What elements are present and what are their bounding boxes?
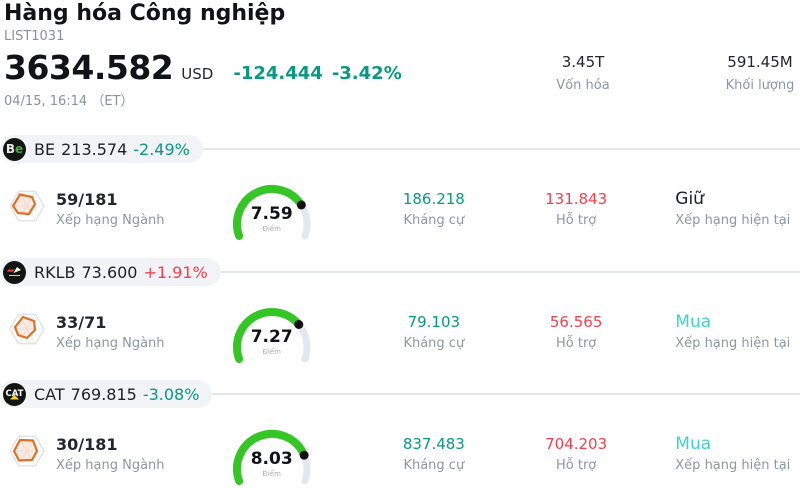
rating-label: Xếp hạng hiện tại bbox=[675, 213, 791, 228]
index-price: 3634.582 bbox=[4, 48, 174, 87]
volume-label: Khối lượng bbox=[725, 78, 795, 93]
industry-rank-label: Xếp hạng Ngành bbox=[56, 213, 165, 228]
industry-rank: 33/71 Xếp hạng Ngành bbox=[56, 301, 205, 379]
resistance: 79.103 Kháng cự bbox=[367, 301, 501, 379]
score-gauge: 8.03 Điểm bbox=[217, 423, 327, 488]
industry-rank-value: 59/181 bbox=[56, 190, 118, 209]
resistance: 186.218 Kháng cự bbox=[367, 178, 501, 256]
score-label: Điểm bbox=[262, 470, 281, 478]
industry-radar-icon bbox=[8, 423, 46, 488]
support-value: 704.203 bbox=[545, 435, 608, 453]
row-divider bbox=[202, 148, 800, 150]
resistance-label: Kháng cự bbox=[403, 213, 465, 228]
stock-row-header: RKLB 73.600 +1.91% bbox=[0, 258, 800, 286]
volume-stat: 591.45M Khối lượng bbox=[720, 53, 800, 94]
industry-rank-value: 33/71 bbox=[56, 313, 107, 332]
ticker-change: -2.49% bbox=[133, 139, 190, 159]
currency-label: USD bbox=[181, 65, 214, 83]
score-value: 8.03 bbox=[250, 449, 293, 469]
industry-rank: 59/181 Xếp hạng Ngành bbox=[56, 178, 205, 256]
rating-label: Xếp hạng hiện tại bbox=[675, 336, 791, 351]
rating-value: Mua bbox=[675, 434, 712, 454]
score-label: Điểm bbox=[262, 348, 281, 356]
support: 131.843 Hỗ trợ bbox=[509, 178, 643, 256]
resistance-label: Kháng cự bbox=[403, 458, 465, 473]
ticker-symbol: RKLB bbox=[34, 262, 76, 282]
resistance-label: Kháng cự bbox=[403, 336, 465, 351]
resistance-value: 837.483 bbox=[402, 435, 465, 453]
stock-pill-cat[interactable]: CAT CAT 769.815 -3.08% bbox=[0, 380, 213, 408]
row-divider bbox=[212, 393, 800, 395]
stock-pill-be[interactable]: Be BE 213.574 -2.49% bbox=[0, 135, 203, 163]
timestamp: 04/15, 16:14 （ET） bbox=[4, 94, 134, 109]
support: 56.565 Hỗ trợ bbox=[509, 301, 643, 379]
ticker-symbol: CAT bbox=[34, 384, 65, 404]
industry-rank: 30/181 Xếp hạng Ngành bbox=[56, 423, 205, 488]
score-gauge: 7.59 Điểm bbox=[217, 178, 327, 256]
market-cap-label: Vốn hóa bbox=[556, 78, 610, 93]
stock-row-body: 30/181 Xếp hạng Ngành 8.03 Điểm 837.483 … bbox=[0, 423, 800, 488]
cat-logo-icon: CAT bbox=[3, 382, 26, 406]
ticker-change: +1.91% bbox=[143, 262, 208, 282]
resistance: 837.483 Kháng cự bbox=[367, 423, 501, 488]
current-rating: Giữ Xếp hạng hiện tại bbox=[675, 178, 800, 256]
stock-row-header: Be BE 213.574 -2.49% bbox=[0, 135, 800, 163]
row-divider bbox=[220, 271, 800, 273]
score-gauge: 7.27 Điểm bbox=[217, 301, 327, 379]
ticker-change: -3.08% bbox=[142, 384, 200, 404]
rating-value: Giữ bbox=[675, 189, 704, 209]
rating-label: Xếp hạng hiện tại bbox=[675, 458, 791, 473]
stock-row-body: 33/71 Xếp hạng Ngành 7.27 Điểm 79.103 Kh… bbox=[0, 301, 800, 379]
price-row: 3634.582 USD -124.444 -3.42% bbox=[4, 48, 402, 87]
stock-row-header: CAT CAT 769.815 -3.08% bbox=[0, 380, 800, 408]
market-cap-stat: 3.45T Vốn hóa bbox=[540, 53, 626, 94]
market-cap-value: 3.45T bbox=[561, 53, 605, 71]
industry-radar-icon bbox=[8, 178, 46, 256]
industry-rank-label: Xếp hạng Ngành bbox=[56, 458, 165, 473]
industry-rank-value: 30/181 bbox=[56, 435, 118, 454]
be-logo-icon: Be bbox=[3, 137, 26, 161]
ticker-price: 769.815 bbox=[70, 384, 137, 404]
score-value: 7.27 bbox=[250, 327, 293, 347]
stock-row: Be BE 213.574 -2.49% 59/181 Xếp bbox=[0, 135, 800, 257]
list-id: LIST1031 bbox=[4, 29, 65, 44]
page-title: Hàng hóa Công nghiệp bbox=[4, 1, 286, 26]
industry-radar-icon bbox=[8, 301, 46, 379]
support-value: 131.843 bbox=[545, 190, 608, 208]
ticker-price: 73.600 bbox=[81, 262, 138, 282]
price-change-value: -124.444 bbox=[233, 63, 323, 84]
resistance-value: 186.218 bbox=[402, 190, 465, 208]
resistance-value: 79.103 bbox=[407, 313, 461, 331]
support-label: Hỗ trợ bbox=[556, 458, 597, 473]
score-value: 7.59 bbox=[250, 204, 293, 224]
stock-row: RKLB 73.600 +1.91% 33/71 Xếp hạng Ngành bbox=[0, 258, 800, 380]
stock-pill-rklb[interactable]: RKLB 73.600 +1.91% bbox=[0, 258, 221, 286]
current-rating: Mua Xếp hạng hiện tại bbox=[675, 301, 800, 379]
rating-value: Mua bbox=[675, 312, 712, 332]
stock-row-body: 59/181 Xếp hạng Ngành 7.59 Điểm 186.218 … bbox=[0, 178, 800, 256]
support: 704.203 Hỗ trợ bbox=[509, 423, 643, 488]
volume-value: 591.45M bbox=[727, 53, 793, 71]
score-label: Điểm bbox=[262, 225, 281, 233]
svg-text:CAT: CAT bbox=[6, 389, 24, 399]
ticker-price: 213.574 bbox=[61, 139, 128, 159]
rklb-logo-icon bbox=[3, 260, 26, 284]
support-value: 56.565 bbox=[549, 313, 603, 331]
price-change-percent: -3.42% bbox=[331, 63, 402, 84]
industry-rank-label: Xếp hạng Ngành bbox=[56, 336, 165, 351]
support-label: Hỗ trợ bbox=[556, 213, 597, 228]
ticker-symbol: BE bbox=[34, 139, 56, 159]
support-label: Hỗ trợ bbox=[556, 336, 597, 351]
current-rating: Mua Xếp hạng hiện tại bbox=[675, 423, 800, 488]
stock-row: CAT CAT 769.815 -3.08% bbox=[0, 380, 800, 488]
